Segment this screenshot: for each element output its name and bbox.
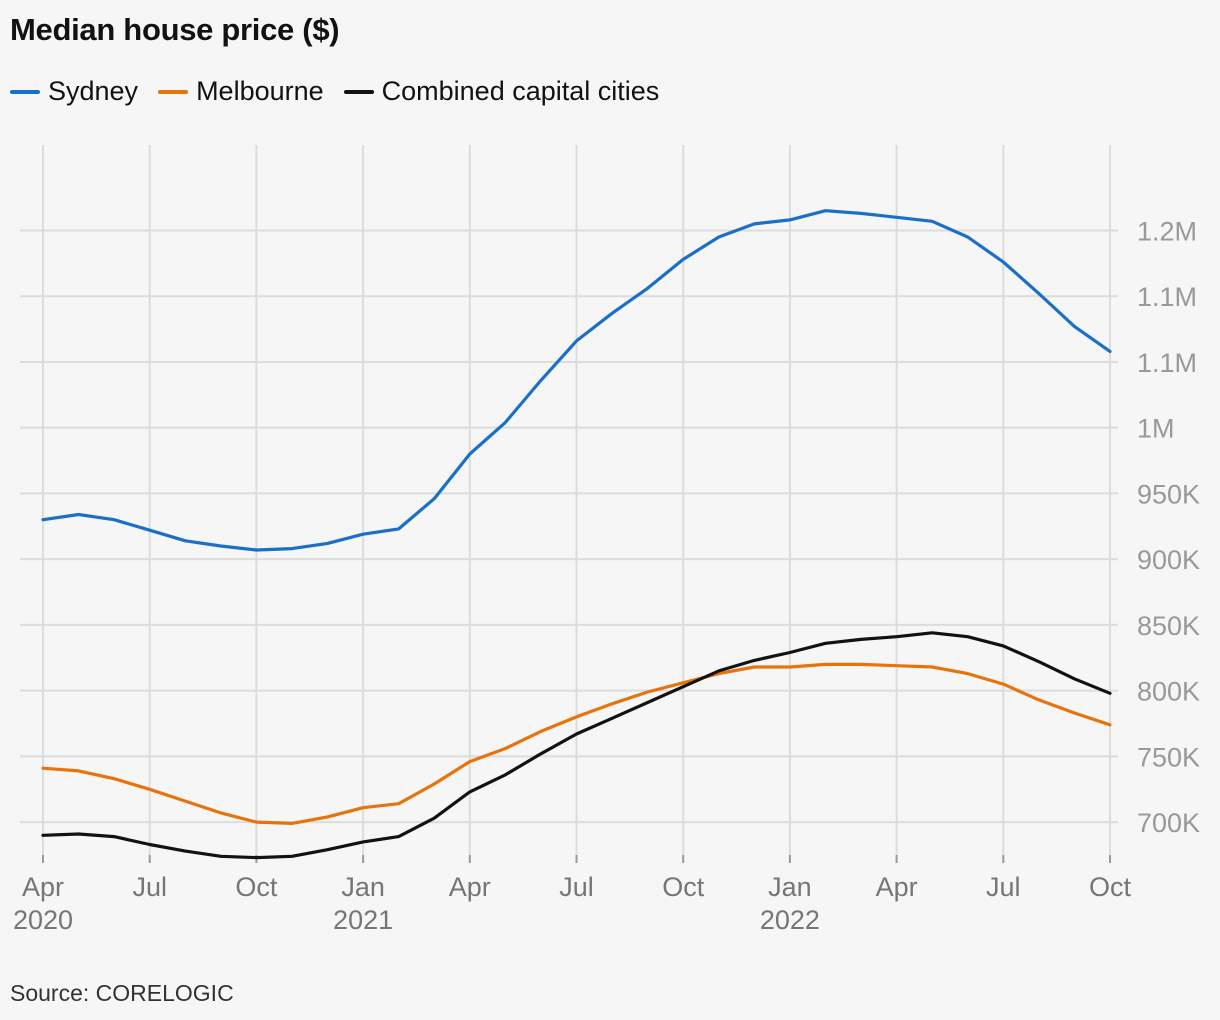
x-tick-label: Apr [449, 872, 491, 902]
y-tick-label: 750K [1137, 742, 1200, 772]
y-tick-label: 1M [1137, 414, 1175, 444]
x-tick-label: Apr [22, 872, 64, 902]
series-line-combined-capital-cities [41, 631, 1112, 860]
y-tick-label: 1.2M [1137, 216, 1197, 246]
x-tick-year-label: 2021 [333, 905, 393, 935]
x-tick-label: Jul [132, 872, 167, 902]
legend-label-melbourne: Melbourne [196, 76, 324, 106]
legend-label-sydney: Sydney [48, 76, 139, 106]
x-tick-label: Oct [662, 872, 705, 902]
legend-swatch-combined [343, 89, 374, 94]
x-tick-label: Oct [1089, 872, 1132, 902]
y-tick-label: 900K [1137, 545, 1200, 575]
x-tick-label: Apr [876, 872, 918, 902]
legend-item-combined: Combined capital cities [343, 76, 660, 107]
y-tick-label: 850K [1137, 611, 1200, 641]
x-tick-label: Jul [559, 872, 594, 902]
y-tick-label: 1.1M [1137, 348, 1197, 378]
x-tick-label: Oct [235, 872, 278, 902]
x-tick-year-label: 2020 [13, 905, 73, 935]
x-tick-year-label: 2022 [760, 905, 820, 935]
source-note: Source: CORELOGIC [10, 980, 234, 1006]
legend-swatch-melbourne [158, 89, 189, 94]
line-chart: 700K 750K 800K 850K 900K 950K 1M 1.1M 1.1M 1.2M Ap… [13, 145, 1200, 935]
series-line-sydney [41, 209, 1112, 552]
legend-label-combined: Combined capital cities [381, 76, 660, 106]
legend-swatch-sydney [10, 89, 40, 94]
y-tick-label: 800K [1137, 677, 1200, 707]
x-tick-label: Jan [768, 872, 812, 902]
x-tick-label: Jan [341, 872, 385, 902]
y-tick-label: 950K [1137, 479, 1200, 509]
chart-title: Median house price ($) [10, 12, 340, 47]
series-line-melbourne [41, 662, 1112, 826]
y-tick-label: 1.1M [1137, 282, 1197, 312]
legend-item-melbourne: Melbourne [158, 76, 324, 107]
x-tick-label: Jul [986, 872, 1021, 902]
y-tick-label: 700K [1137, 808, 1200, 838]
legend-item-sydney: Sydney [10, 76, 138, 107]
legend: Sydney Melbourne Combined capital cities [10, 76, 659, 107]
